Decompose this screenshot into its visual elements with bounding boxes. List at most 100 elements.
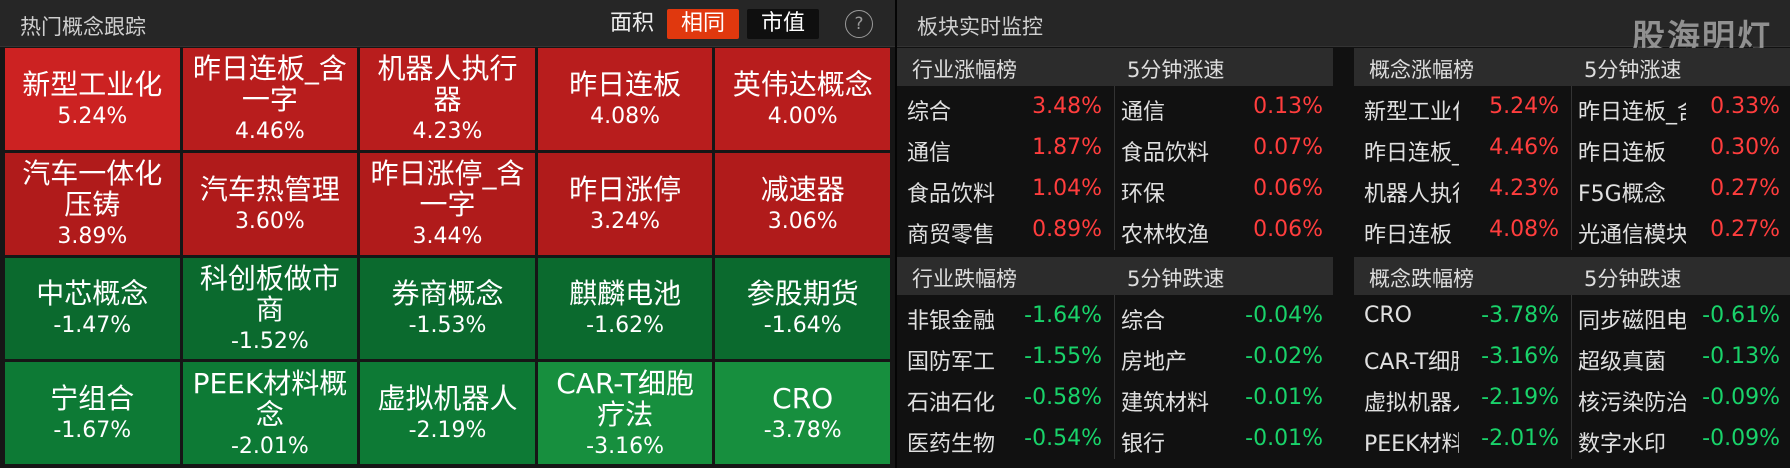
speed-tab[interactable]: 5分钟涨速 [1584, 58, 1682, 82]
concept-gainers-list: 概念涨幅榜 5分钟涨速新型工业化 5.24% 昨日连板_含 0.33% 昨日连板_含 4.4… [1354, 48, 1790, 250]
concept-change: 3.89% [57, 224, 128, 250]
concept-tile[interactable]: 中芯概念 -1.47% [5, 257, 180, 360]
concept-tile[interactable]: 参股期货 -1.64% [715, 257, 890, 360]
sector-change: 4.23% [1489, 176, 1559, 201]
speed-tab[interactable]: 5分钟跌速 [1584, 267, 1682, 291]
concept-tile[interactable]: 宁组合 -1.67% [5, 362, 180, 464]
concept-change: -1.52% [230, 328, 309, 354]
concept-change: -1.67% [53, 418, 132, 444]
concept-tile[interactable]: 昨日涨停 3.24% [537, 152, 713, 255]
concept-tile[interactable]: 英伟达概念 4.00% [715, 48, 890, 150]
speed-change: -0.09% [1702, 426, 1780, 451]
concept-change: -1.47% [53, 313, 132, 339]
sector-name: 非银金融 [907, 309, 996, 334]
rank-tab[interactable]: 行业跌幅榜 [912, 267, 1017, 291]
concept-change: 3.06% [767, 208, 838, 234]
concept-name: CAR-T细胞疗法 [556, 366, 694, 431]
concept-change: -3.78% [763, 418, 842, 444]
list-row[interactable]: 昨日连板 4.08% 光通信模块 0.27% [1354, 209, 1790, 250]
concept-tile[interactable]: CAR-T细胞疗法 -3.16% [537, 362, 713, 464]
hot-concept-panel: 热门概念跟踪 面积 相同 市值 ? 新型工业化 5.24% 昨日连板_含一字 4.46… [0, 0, 895, 468]
list-row[interactable]: 石油石化 -0.58% 建筑材料 -0.01% [897, 377, 1333, 418]
speed-tab[interactable]: 5分钟跌速 [1127, 267, 1225, 291]
area-marketcap-button[interactable]: 市值 [747, 9, 820, 39]
concept-tile[interactable]: 机器人执行器 4.23% [360, 48, 535, 150]
sector-name: 商贸零售 [907, 223, 996, 248]
sector-name: 国防军工 [907, 350, 996, 375]
sector-monitor-header: 板块实时监控 股海明灯 [897, 0, 1790, 56]
speed-change: 0.27% [1710, 217, 1780, 242]
speed-tab[interactable]: 5分钟涨速 [1127, 58, 1225, 82]
column-divider [1114, 86, 1115, 250]
speed-sector-name: 建筑材料 [1121, 391, 1210, 416]
sector-change: 5.24% [1489, 94, 1559, 119]
concept-tile[interactable]: 科创板做市商 -1.52% [182, 257, 358, 360]
list-row[interactable]: 综合 3.48% 通信 0.13% [897, 86, 1333, 127]
speed-sector-name: 综合 [1121, 309, 1166, 334]
concept-tile[interactable]: 麒麟电池 -1.62% [537, 257, 713, 360]
sector-name: 医药生物 [907, 432, 996, 457]
sector-change: 1.87% [1032, 135, 1102, 160]
speed-change: -0.61% [1702, 303, 1780, 328]
concept-tile[interactable]: 汽车一体化压铸 3.89% [5, 152, 180, 255]
concept-name: 汽车一体化压铸 [22, 157, 163, 222]
speed-change: -0.01% [1245, 385, 1323, 410]
concept-tile[interactable]: 昨日连板 4.08% [537, 48, 713, 150]
rank-tab[interactable]: 行业涨幅榜 [912, 58, 1017, 82]
sector-change: 3.48% [1032, 94, 1102, 119]
concept-tile[interactable]: 减速器 3.06% [715, 152, 890, 255]
concept-change: -1.62% [586, 313, 664, 339]
list-row[interactable]: 国防军工 -1.55% 房地产 -0.02% [897, 336, 1333, 377]
speed-change: 0.06% [1253, 176, 1323, 201]
list-row[interactable]: PEEK材料概 -2.01% 数字水印 -0.09% [1354, 418, 1790, 459]
speed-change: -0.02% [1245, 344, 1323, 369]
sector-name: 昨日连板 [1364, 223, 1453, 248]
concept-tile[interactable]: CRO -3.78% [715, 362, 890, 464]
concept-tile[interactable]: 汽车热管理 3.60% [182, 152, 358, 255]
column-divider [1571, 295, 1572, 459]
speed-sector-name: 通信 [1121, 100, 1166, 125]
concept-change: 3.60% [234, 208, 305, 234]
concept-tile[interactable]: 新型工业化 5.24% [5, 48, 180, 150]
concept-tile[interactable]: 券商概念 -1.53% [360, 257, 535, 360]
speed-sector-name: 超级真菌 [1578, 350, 1667, 375]
concept-name: 昨日涨停 [569, 172, 682, 206]
concept-losers-list: 概念跌幅榜 5分钟跌速 CRO -3.78% 同步磁阻电 -0.61% CAR-T细胞 -3.… [1354, 257, 1790, 459]
speed-sector-name: 银行 [1121, 432, 1166, 457]
list-row[interactable]: 通信 1.87% 食品饮料 0.07% [897, 127, 1333, 168]
concept-tile[interactable]: PEEK材料概念 -2.01% [182, 362, 358, 464]
question-circle-icon[interactable]: ? [845, 10, 873, 38]
concept-tile[interactable]: 虚拟机器人 -2.19% [360, 362, 535, 464]
sector-name: 虚拟机器人 [1364, 391, 1459, 416]
area-same-button[interactable]: 相同 [667, 9, 740, 39]
list-row[interactable]: 医药生物 -0.54% 银行 -0.01% [897, 418, 1333, 459]
concept-name: 汽车热管理 [199, 172, 340, 206]
sector-name: 新型工业化 [1364, 100, 1459, 125]
speed-sector-name: 农林牧渔 [1121, 223, 1210, 248]
column-divider [1571, 86, 1572, 250]
panel-title: 热门概念跟踪 [20, 15, 146, 39]
rank-tab[interactable]: 概念涨幅榜 [1369, 58, 1474, 82]
sector-name: 食品饮料 [907, 182, 996, 207]
list-row[interactable]: 食品饮料 1.04% 环保 0.06% [897, 168, 1333, 209]
list-row[interactable]: 机器人执行器 4.23% F5G概念 0.27% [1354, 168, 1790, 209]
speed-change: 0.07% [1253, 135, 1323, 160]
rank-tab[interactable]: 概念跌幅榜 [1369, 267, 1474, 291]
concept-tile[interactable]: 昨日涨停_含一字 3.44% [360, 152, 535, 255]
sector-monitor-panel: 板块实时监控 股海明灯 行业涨幅榜 5分钟涨速 综合 3.48% 通信 0.13% 通信 1.… [897, 0, 1790, 468]
list-header: 行业跌幅榜 5分钟跌速 [897, 257, 1333, 295]
list-row[interactable]: CAR-T细胞 -3.16% 超级真菌 -0.13% [1354, 336, 1790, 377]
list-row[interactable]: 商贸零售 0.89% 农林牧渔 0.06% [897, 209, 1333, 250]
speed-sector-name: 昨日连板_含 [1578, 100, 1686, 125]
list-row[interactable]: 非银金融 -1.64% 综合 -0.04% [897, 295, 1333, 336]
concept-name: 英伟达概念 [732, 67, 873, 101]
list-row[interactable]: 新型工业化 5.24% 昨日连板_含 0.33% [1354, 86, 1790, 127]
list-row[interactable]: 虚拟机器人 -2.19% 核污染防治 -0.09% [1354, 377, 1790, 418]
list-row[interactable]: 昨日连板_含 4.46% 昨日连板 0.30% [1354, 127, 1790, 168]
list-row[interactable]: CRO -3.78% 同步磁阻电 -0.61% [1354, 295, 1790, 336]
concept-tile[interactable]: 昨日连板_含一字 4.46% [182, 48, 358, 150]
concept-change: 5.24% [57, 103, 128, 129]
hot-concept-header: 热门概念跟踪 面积 相同 市值 ? [0, 0, 895, 47]
speed-sector-name: 食品饮料 [1121, 141, 1210, 166]
concept-name: PEEK材料概念 [192, 366, 348, 431]
